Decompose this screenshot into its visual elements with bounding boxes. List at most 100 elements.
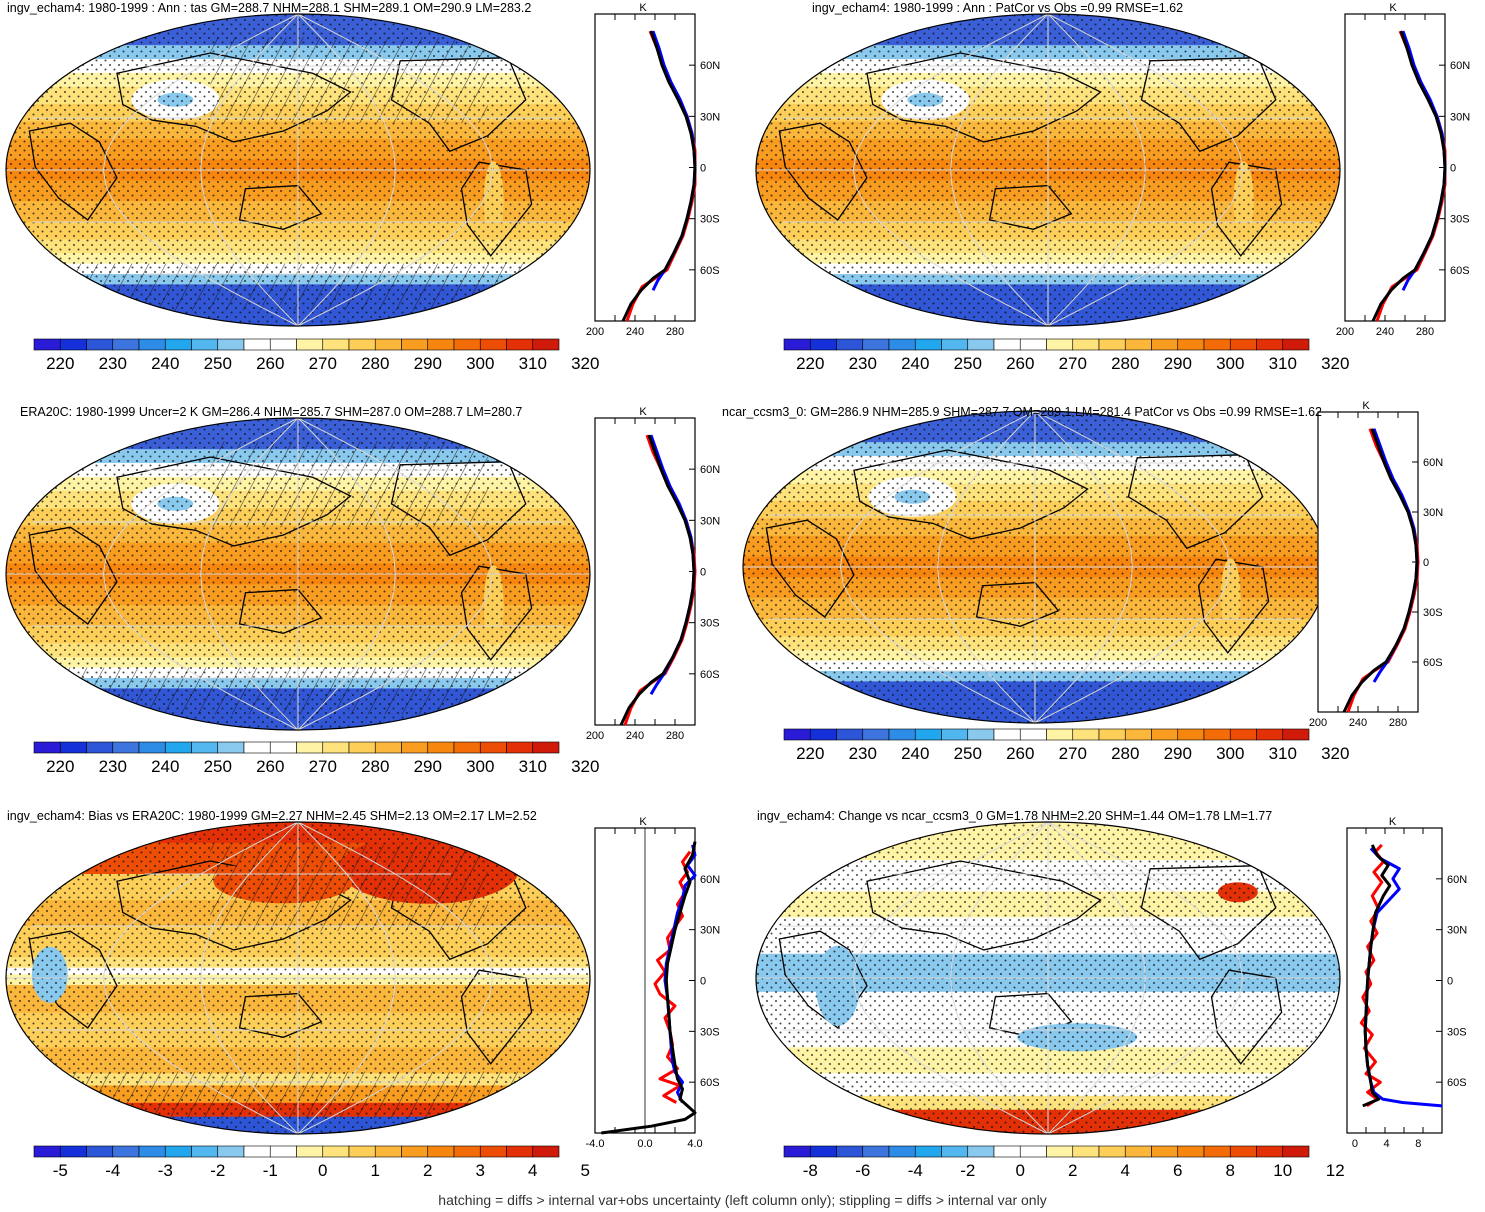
colorbar-tick-label: 5	[581, 1161, 590, 1180]
zonal-series-line-2	[1362, 844, 1392, 1108]
colorbar-tick-label: 260	[1006, 354, 1034, 373]
colorbar-swatch	[967, 728, 995, 741]
colorbar-tick-label: 290	[414, 354, 442, 373]
colorbar-swatch	[941, 1145, 969, 1158]
zonal-frame	[1317, 411, 1419, 713]
colorbar-swatch	[1256, 728, 1284, 741]
colorbar-swatch	[191, 1145, 219, 1158]
panel-title: ERA20C: 1980-1999 Uncer=2 K GM=286.4 NHM…	[20, 405, 522, 419]
colorbar: 220 230 240 250 260 270 280 290 300 310 320	[33, 741, 599, 776]
panel-title: ingv_echam4: Change vs ncar_ccsm3_0 GM=1…	[757, 809, 1272, 823]
colorbar-swatch	[33, 1145, 61, 1158]
colorbar-tick-label: 1	[371, 1161, 380, 1180]
zonal-frame	[594, 13, 696, 322]
colorbar-swatch	[1124, 338, 1152, 351]
colorbar-swatch	[427, 741, 455, 754]
zonal-y-tick-label: 30N	[1447, 925, 1467, 937]
zonal-mean-plot: 200 240 280 K 60N 30N 0 30S 60S	[1309, 400, 1443, 729]
colorbar-tick-label: 230	[99, 757, 127, 776]
colorbar-swatch	[59, 1145, 87, 1158]
colorbar-swatch	[967, 338, 995, 351]
zonal-x-tick-label: 200	[1336, 326, 1354, 338]
colorbar-swatch	[914, 1145, 942, 1158]
zonal-x-tick-label: 0.0	[637, 1138, 652, 1150]
colorbar-swatch	[453, 1145, 481, 1158]
colorbar-swatch	[1229, 338, 1257, 351]
graticule	[756, 822, 1340, 1134]
colorbar-swatch	[1072, 728, 1100, 741]
graticule	[6, 418, 590, 730]
colorbar-swatch	[191, 741, 219, 754]
colorbar-swatch	[1098, 1145, 1126, 1158]
zonal-series-line-2	[1342, 428, 1419, 713]
colorbar-swatch	[809, 728, 837, 741]
zonal-mean-plot: 0 4 8 K 60N 30N 0 30S 60S	[1346, 816, 1467, 1150]
colorbar-swatch	[374, 338, 402, 351]
zonal-x-tick-label: 200	[586, 326, 604, 338]
colorbar-swatch	[427, 1145, 455, 1158]
colorbar-tick-label: 290	[1164, 744, 1192, 763]
figure-caption: hatching = diffs > internal var+obs unce…	[438, 1192, 1047, 1208]
colorbar-tick-label: 300	[466, 757, 494, 776]
colorbar-swatch	[33, 338, 61, 351]
zonal-series-line-2	[619, 434, 696, 726]
colorbar-swatch	[862, 728, 890, 741]
colorbar-tick-label: -2	[960, 1161, 975, 1180]
colorbar-swatch	[86, 338, 114, 351]
colorbar-swatch	[1256, 1145, 1284, 1158]
colorbar-swatch	[164, 741, 192, 754]
colorbar-tick-label: 320	[571, 757, 599, 776]
colorbar-swatch	[836, 338, 864, 351]
coastline-greenland	[536, 839, 577, 870]
zonal-x-tick-label: 280	[1416, 326, 1434, 338]
colorbar-swatch	[1177, 728, 1205, 741]
colorbar-swatch	[427, 338, 455, 351]
colorbar-tick-label: 240	[151, 354, 179, 373]
zonal-unit-label: K	[1362, 400, 1370, 412]
zonal-y-tick-label: 30N	[700, 925, 720, 937]
graticule	[6, 822, 590, 1134]
colorbar-tick-label: 270	[1059, 744, 1087, 763]
colorbar-tick-label: 250	[204, 757, 232, 776]
colorbar-swatch	[532, 741, 560, 754]
zonal-y-tick-label: 60N	[1450, 60, 1470, 72]
colorbar-tick-label: 220	[46, 354, 74, 373]
colorbar-swatch	[993, 338, 1021, 351]
zonal-x-tick-label: 200	[586, 730, 604, 742]
colorbar-tick-label: 320	[1321, 354, 1349, 373]
colorbar-tick-label: 6	[1173, 1161, 1182, 1180]
map-border	[5, 417, 591, 731]
colorbar-swatch	[322, 338, 350, 351]
colorbar-swatch	[506, 741, 534, 754]
colorbar-tick-label: 280	[1111, 744, 1139, 763]
colorbar-swatch	[269, 741, 297, 754]
colorbar-tick-label: 2	[423, 1161, 432, 1180]
colorbar-swatch	[1282, 338, 1310, 351]
colorbar-swatch	[1046, 1145, 1074, 1158]
zonal-y-tick-label: 60N	[1423, 457, 1443, 469]
zonal-unit-label: K	[639, 816, 647, 828]
colorbar-swatch	[1124, 728, 1152, 741]
map-field	[756, 14, 1340, 326]
colorbar-swatch	[243, 1145, 271, 1158]
colorbar-swatch	[1203, 1145, 1231, 1158]
map-border	[5, 821, 591, 1135]
map-border	[5, 13, 591, 327]
colorbar-swatch	[1046, 338, 1074, 351]
colorbar-tick-label: 10	[1273, 1161, 1292, 1180]
map-border	[755, 13, 1341, 327]
colorbar-tick-label: -8	[803, 1161, 818, 1180]
zonal-x-tick-label: 240	[626, 326, 644, 338]
colorbar-swatch	[941, 338, 969, 351]
colorbar-tick-label: 260	[256, 757, 284, 776]
zonal-y-tick-label: 30S	[700, 618, 720, 630]
colorbar-tick-label: 290	[1164, 354, 1192, 373]
colorbar-tick-label: 280	[1111, 354, 1139, 373]
colorbar-tick-label: 250	[204, 354, 232, 373]
colorbar-swatch	[401, 338, 429, 351]
colorbar-tick-label: 290	[414, 757, 442, 776]
colorbar-swatch	[86, 1145, 114, 1158]
colorbar-swatch	[914, 338, 942, 351]
colorbar-swatch	[1098, 728, 1126, 741]
